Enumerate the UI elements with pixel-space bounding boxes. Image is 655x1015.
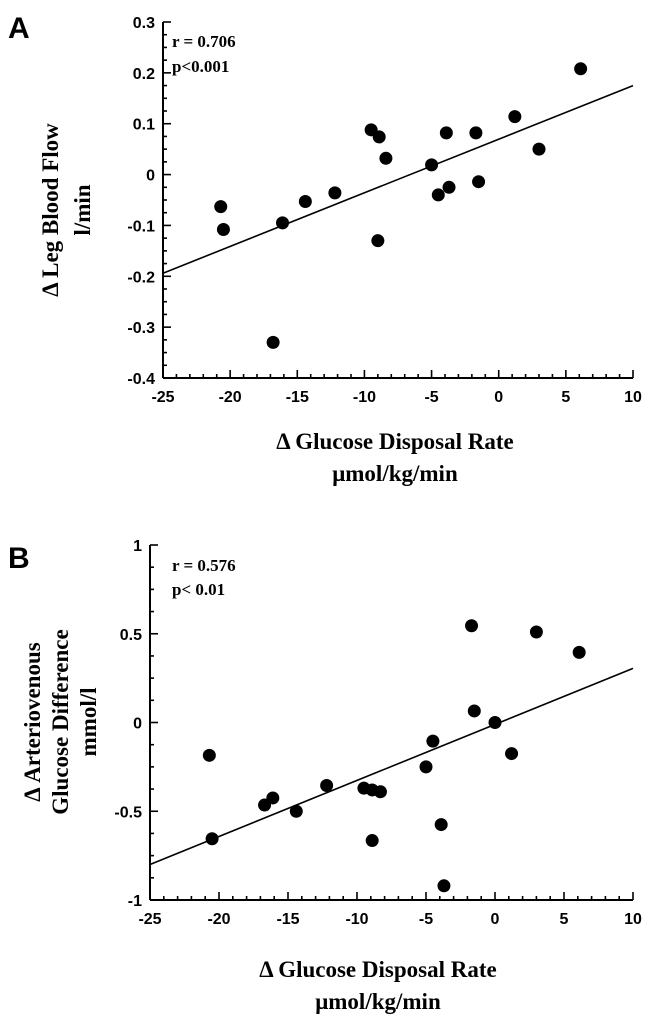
panel-a-data-point: [472, 175, 486, 189]
panel-a-x-tick-label: -20: [219, 389, 242, 406]
panel-b-data-point: [365, 834, 379, 848]
panel-b-data-point: [266, 791, 280, 805]
panel-a-data-point: [431, 188, 445, 202]
panel-b-x-tick-label: 10: [624, 911, 642, 928]
panel-a-data-point: [379, 151, 393, 165]
panel-a-data-point: [266, 335, 280, 349]
panel-a-y-tick-label: 0.2: [133, 66, 155, 83]
panel-b-label: B: [8, 542, 30, 575]
panel-a-data-point: [298, 195, 312, 209]
panel-b-data-point: [373, 785, 387, 799]
panel-a-x-tick-label: -25: [151, 389, 174, 406]
panel-b-x-tick-label: 5: [560, 911, 569, 928]
panel-a-x-axis-unit: μmol/kg/min: [332, 461, 458, 486]
panel-b-x-tick-label: -5: [419, 911, 433, 928]
panel-a-r-annotation: r = 0.706: [172, 32, 236, 51]
panel-a-data-point: [216, 222, 230, 236]
panel-b-data-point: [505, 747, 519, 761]
panel-b-data-point: [205, 832, 219, 846]
panel-a-x-tick-label: 10: [624, 389, 642, 406]
panel-a-axis-titles: Δ Leg Blood Flow l/min Δ Glucose Disposa…: [38, 123, 514, 486]
panel-b-axis-titles: Δ Arteriovenous Glucose Difference mmol/…: [20, 629, 497, 1014]
panel-b-x-tick-label: -25: [138, 911, 161, 928]
panel-b-data-point: [529, 625, 543, 639]
panel-b-y-tick-label: -1: [128, 893, 142, 910]
panel-b-p-annotation: p< 0.01: [172, 580, 225, 599]
panel-a-data-point: [532, 142, 546, 156]
panel-a-data-point: [442, 180, 456, 194]
panel-b-data-point: [437, 879, 451, 893]
panel-b-data-point: [434, 818, 448, 832]
panel-a-y-tick-label: 0.1: [133, 117, 155, 134]
panel-a-x-axis-title: Δ Glucose Disposal Rate: [276, 429, 513, 454]
panel-a-x-tick-label: -5: [424, 389, 438, 406]
panel-b-data-point: [320, 779, 334, 793]
panel-a-data-point: [328, 186, 342, 200]
panel-a-chart: A Δ Leg Blood Flow l/min Δ Glucose Dispo…: [8, 12, 642, 486]
panel-a-data-point: [469, 126, 483, 140]
panel-a-label: A: [8, 12, 30, 45]
panel-a-data-point: [425, 158, 439, 172]
panel-a-x-tick-label: -10: [353, 389, 376, 406]
panel-b-data-point: [465, 619, 479, 633]
panel-b-x-tick-label: -10: [345, 911, 368, 928]
panel-b-y-axis-title-line2: Glucose Difference: [48, 629, 73, 814]
panel-a-y-axis-unit: l/min: [70, 184, 95, 235]
panel-a-x-tick-label: 0: [494, 389, 503, 406]
panel-b-x-tick-label: 0: [491, 911, 500, 928]
panel-a-y-tick-label: -0.2: [127, 269, 155, 286]
panel-a-data-point: [439, 126, 453, 140]
panel-b-data-point: [488, 716, 502, 729]
panel-a-data-point: [508, 110, 522, 124]
panel-a-regression-line: [162, 84, 634, 274]
panel-a-y-tick-label: 0: [146, 168, 155, 185]
panel-a-data-point: [372, 130, 386, 144]
panel-b-data-point: [572, 645, 586, 659]
panel-b-y-axis-unit: mmol/l: [76, 688, 101, 757]
panel-a-y-tick-label: -0.1: [127, 218, 155, 235]
panel-b-data-point: [426, 734, 440, 748]
panel-a-p-annotation: p<0.001: [172, 57, 229, 76]
panel-b-y-axis-title: Δ Arteriovenous: [20, 642, 45, 801]
panel-a-y-tick-label: -0.3: [127, 320, 155, 337]
panel-a-data-point: [574, 62, 588, 76]
panel-a-y-tick-label: -0.4: [127, 371, 155, 388]
panel-b-chart: B Δ Arteriovenous Glucose Difference mmo…: [8, 538, 642, 1014]
panel-b-y-tick-label: 0: [133, 716, 142, 733]
panel-b-data-point: [202, 748, 216, 762]
panel-b-x-axis-unit: μmol/kg/min: [315, 989, 441, 1014]
panel-a-x-tick-label: -15: [286, 389, 309, 406]
panel-b-y-tick-label: -0.5: [114, 804, 142, 821]
panel-b-regression-line: [149, 667, 634, 866]
panel-b-data-point: [467, 704, 481, 718]
panel-b-data-point: [419, 760, 433, 774]
panel-b-data-point: [289, 804, 303, 818]
panel-a-y-tick-label: 0.3: [133, 15, 155, 32]
panel-b-x-axis-title: Δ Glucose Disposal Rate: [259, 957, 496, 982]
panel-b-x-tick-label: -20: [207, 911, 230, 928]
panel-a-data-point: [214, 200, 228, 214]
panel-b-y-tick-label: 1: [133, 538, 142, 555]
panel-b-r-annotation: r = 0.576: [172, 556, 236, 575]
panel-b-y-tick-label: 0.5: [120, 627, 142, 644]
panel-a-data-point: [371, 234, 385, 248]
panel-a-x-tick-label: 5: [561, 389, 570, 406]
panel-a-y-axis-title: Δ Leg Blood Flow: [38, 123, 63, 297]
panel-b-x-tick-label: -15: [276, 911, 299, 928]
panel-a-data-point: [276, 216, 290, 230]
